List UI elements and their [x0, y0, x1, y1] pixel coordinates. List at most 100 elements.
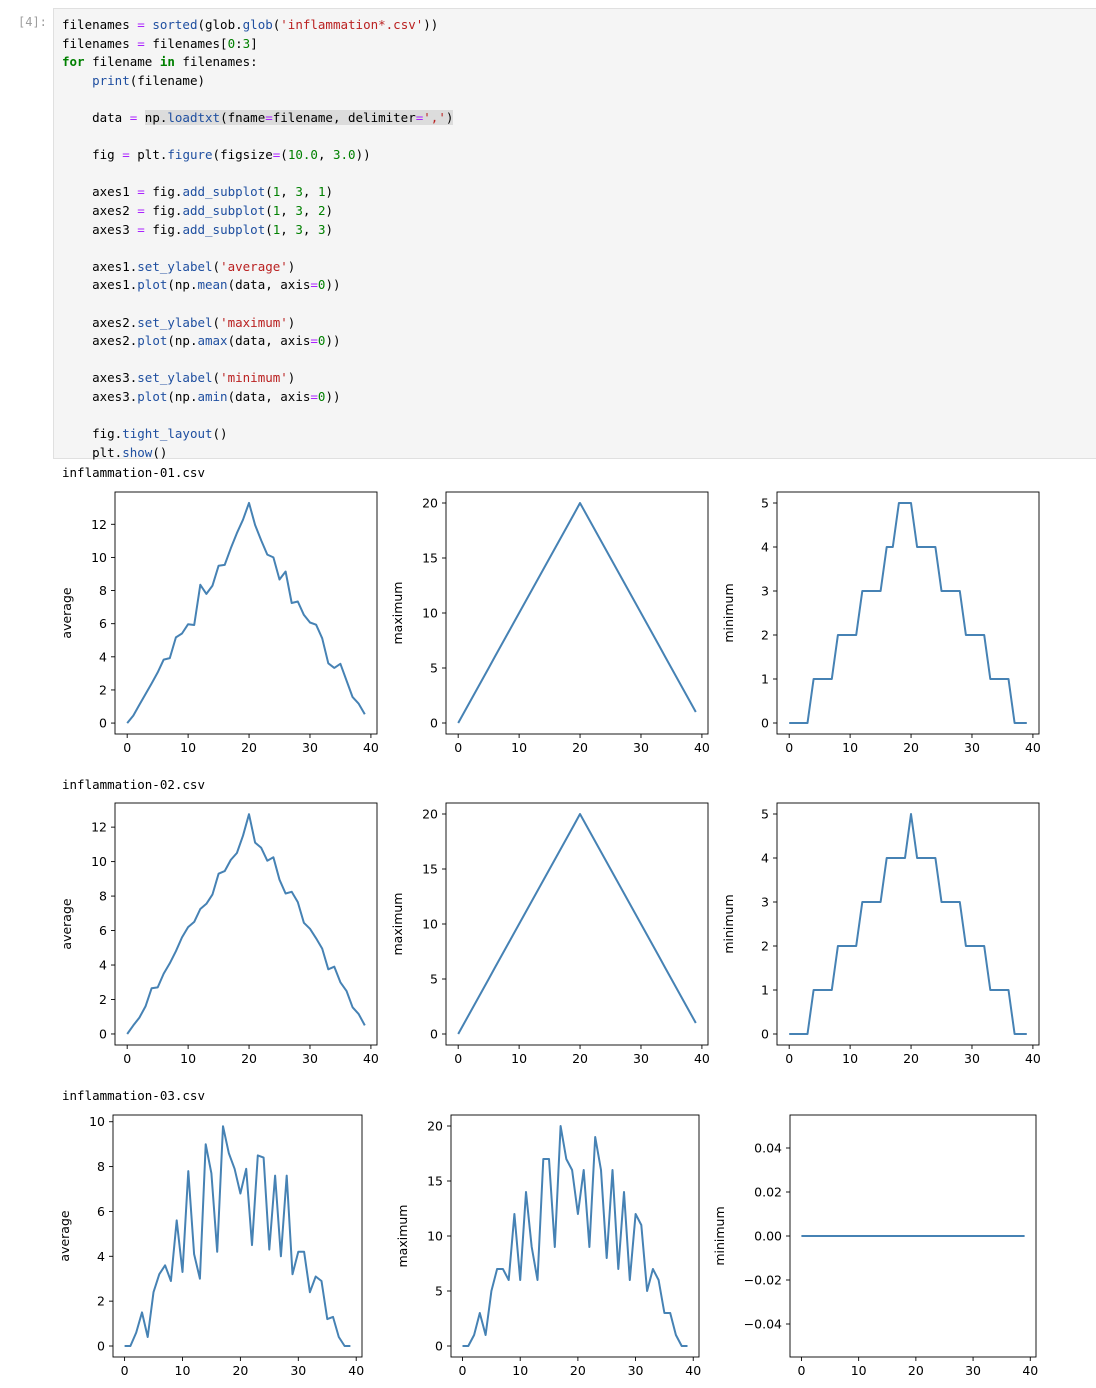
code-token: axes1.	[62, 258, 138, 274]
code-token: ()	[212, 426, 228, 442]
subplot-average: 0 10 20 30 40 0 2 4 6 8 10 12 average	[59, 802, 379, 1066]
y-tick-label: 0.04	[754, 1141, 782, 1156]
y-tick-label: 5	[430, 661, 438, 676]
y-tick-label: 6	[97, 1204, 105, 1219]
code-token: filename	[84, 54, 160, 70]
x-tick-label: 20	[570, 1363, 586, 1378]
code-line: axes1.plot(np.mean(data, axis=0))	[62, 277, 340, 293]
code-token: )	[325, 184, 334, 200]
axes-frame	[776, 491, 1040, 735]
x-tick-label: 40	[1025, 740, 1041, 755]
code-token: )	[325, 221, 334, 237]
code-token: ()	[152, 444, 168, 460]
x-tick-label: 0	[123, 1051, 131, 1066]
y-tick-label: 0.00	[754, 1229, 782, 1244]
y-tick-label: 0	[99, 1026, 107, 1041]
code-token: axes3.	[62, 370, 138, 386]
code-token	[137, 110, 145, 125]
code-token: fig.	[144, 221, 183, 237]
code-token: fig.	[144, 184, 183, 200]
code-token: ,	[280, 221, 296, 237]
code-line: axes1.set_ylabel('average')	[62, 259, 295, 274]
code-token: =	[122, 147, 130, 163]
y-tick-label: 5	[761, 807, 769, 822]
code-token: plt.	[62, 444, 123, 460]
code-token: (np.	[167, 333, 198, 349]
code-token: 3.0	[333, 147, 356, 163]
code-token: mean	[197, 277, 228, 293]
y-tick-label: 10	[89, 1114, 105, 1129]
x-tick-label: 20	[572, 740, 588, 755]
cell-output: inflammation-01.csv inflammation-02.csv …	[0, 460, 1096, 1388]
code-token: (	[212, 258, 221, 274]
code-token: =	[310, 388, 318, 404]
code-token: axes1.	[62, 277, 138, 293]
code-token: 3	[317, 221, 326, 237]
code-token: =	[310, 333, 318, 349]
series-line	[126, 501, 366, 724]
code-token: ,	[302, 184, 318, 200]
y-tick-label: 4	[99, 649, 107, 664]
code-token: filenames	[62, 35, 138, 51]
code-token: (glob.	[197, 17, 243, 32]
code-token: =	[137, 202, 145, 218]
code-token: (	[212, 314, 221, 330]
x-tick-label: 20	[572, 1051, 588, 1066]
code-token	[62, 73, 92, 88]
code-token: np.	[144, 109, 168, 125]
y-tick-label: 8	[99, 889, 107, 904]
y-tick-label: 6	[99, 923, 107, 938]
output-filename-2: inflammation-02.csv	[62, 777, 205, 792]
y-tick-label: 12	[91, 820, 107, 835]
series-line	[462, 1125, 688, 1347]
y-tick-label: 15	[427, 1174, 443, 1189]
y-tick-label: 0.02	[754, 1185, 782, 1200]
code-token: ','	[423, 109, 446, 125]
code-token: figure	[167, 147, 213, 163]
code-token: (	[265, 202, 273, 218]
y-tick-label: 10	[422, 606, 438, 621]
code-token: filenames	[62, 17, 138, 32]
code-token: (	[265, 221, 273, 237]
code-token: set_ylabel	[137, 258, 213, 274]
code-token: (	[265, 184, 273, 200]
code-token: axes1	[62, 184, 138, 200]
y-tick-label: 4	[97, 1249, 105, 1264]
code-text[interactable]: filenames = sorted(glob.glob('inflammati…	[62, 16, 454, 462]
y-tick-label: 12	[91, 517, 107, 532]
x-tick-label: 30	[964, 740, 980, 755]
y-tick-label: 2	[761, 628, 769, 643]
x-tick-label: 40	[694, 740, 710, 755]
code-token: ))	[355, 147, 371, 163]
x-tick-label: 20	[241, 740, 257, 755]
code-cell-editor[interactable]: filenames = sorted(glob.glob('inflammati…	[53, 8, 1096, 462]
code-token: =	[129, 109, 138, 125]
code-line: axes3 = fig.add_subplot(1, 3, 3)	[62, 222, 333, 237]
code-token: (data, axis	[227, 277, 311, 293]
axes-frame	[445, 802, 709, 1046]
y-tick-label: 20	[422, 496, 438, 511]
y-tick-label: 2	[99, 682, 107, 697]
y-tick-label: 15	[422, 862, 438, 877]
code-token: 0	[317, 277, 326, 293]
series-line	[789, 502, 1027, 724]
output-filename-3: inflammation-03.csv	[62, 1088, 205, 1103]
x-tick-label: 30	[633, 740, 649, 755]
y-tick-label: 2	[97, 1294, 105, 1309]
x-tick-label: 30	[633, 1051, 649, 1066]
y-tick-label: 10	[91, 854, 107, 869]
y-tick-label: 5	[430, 972, 438, 987]
code-token: ))	[325, 333, 341, 349]
code-token: )	[325, 202, 334, 218]
code-token: add_subplot	[182, 184, 266, 200]
x-tick-label: 10	[512, 1363, 528, 1378]
code-token: :	[235, 35, 243, 51]
y-tick-label: 3	[761, 895, 769, 910]
code-token: )	[287, 314, 296, 330]
code-token: fig.	[62, 426, 123, 442]
series-line	[124, 1125, 351, 1347]
x-tick-label: 40	[363, 1051, 379, 1066]
code-token: (	[272, 17, 281, 32]
subplot-average: 0 10 20 30 40 0 2 4 6 8 10 average	[57, 1114, 364, 1378]
y-axis-label: maximum	[395, 1205, 410, 1268]
